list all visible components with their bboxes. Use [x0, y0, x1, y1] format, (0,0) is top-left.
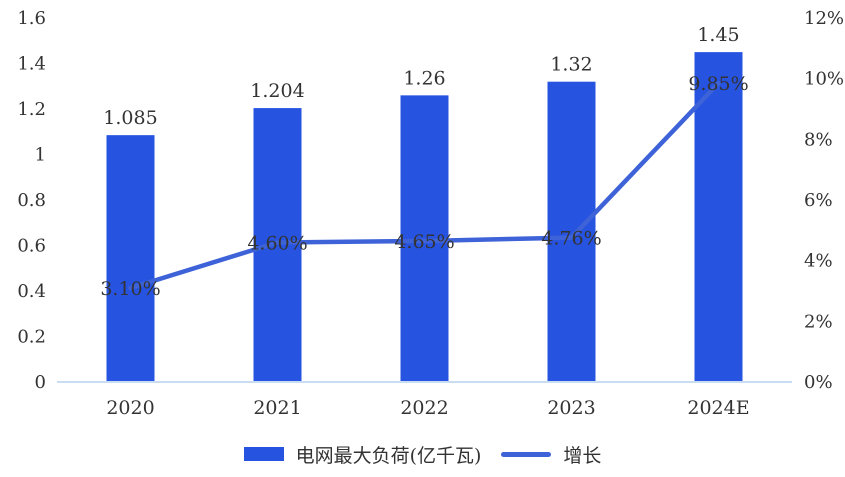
x-axis-label-2024E: 2024E — [687, 397, 749, 419]
y-axis-tick-right: 8% — [804, 129, 833, 150]
line-value-label: 3.10% — [100, 278, 160, 300]
bar-2021 — [253, 108, 302, 382]
y-axis-tick-left: 0.8 — [17, 190, 46, 211]
x-axis-label-2021: 2021 — [253, 397, 301, 419]
bar-value-label: 1.204 — [250, 80, 304, 102]
y-axis-tick-right: 10% — [804, 69, 844, 90]
line-value-label: 4.65% — [394, 231, 454, 253]
y-axis-tick-left: 0 — [35, 372, 46, 393]
legend-bar-label: 电网最大负荷(亿千瓦) — [295, 444, 482, 467]
line-value-label: 4.60% — [247, 232, 307, 254]
legend-line-label: 增长 — [563, 444, 602, 467]
y-axis-tick-left: 1.2 — [17, 99, 46, 120]
y-axis-tick-left: 1.6 — [17, 8, 46, 29]
line-value-label: 4.76% — [541, 228, 601, 250]
y-axis-tick-left: 0.6 — [17, 236, 46, 257]
y-axis-tick-right: 12% — [804, 8, 844, 29]
bar-2023 — [547, 81, 596, 382]
bar-value-label: 1.45 — [697, 24, 739, 46]
bar-2020 — [106, 135, 155, 382]
legend-line-swatch-icon — [501, 451, 552, 457]
x-axis-label-2020: 2020 — [106, 397, 154, 419]
y-axis-tick-left: 0.4 — [17, 281, 46, 302]
y-axis-tick-left: 0.2 — [17, 327, 46, 348]
y-axis-tick-right: 2% — [804, 311, 833, 332]
y-axis-tick-left: 1.4 — [17, 54, 46, 75]
x-axis-label-2023: 2023 — [547, 397, 595, 419]
legend-bar-swatch-icon — [243, 447, 284, 461]
bar-value-label: 1.26 — [403, 67, 445, 89]
y-axis-tick-left: 1 — [35, 145, 46, 166]
x-axis-label-2022: 2022 — [400, 397, 448, 419]
combo-chart: 1.085 1.204 1.26 1.32 1.45 3.10% 4.60% 4.65% 4.7… — [17, 8, 844, 419]
y-axis-tick-right: 0% — [804, 372, 833, 393]
chart-legend: 电网最大负荷(亿千瓦) 增长 — [0, 434, 845, 474]
y-axis-tick-right: 4% — [804, 251, 833, 272]
line-value-label: 9.85% — [688, 73, 748, 95]
bar-2024E — [694, 52, 743, 382]
y-axis-tick-right: 6% — [804, 190, 833, 211]
bar-value-label: 1.085 — [103, 107, 157, 129]
growth-line — [128, 80, 721, 291]
bar-value-label: 1.32 — [550, 54, 592, 76]
